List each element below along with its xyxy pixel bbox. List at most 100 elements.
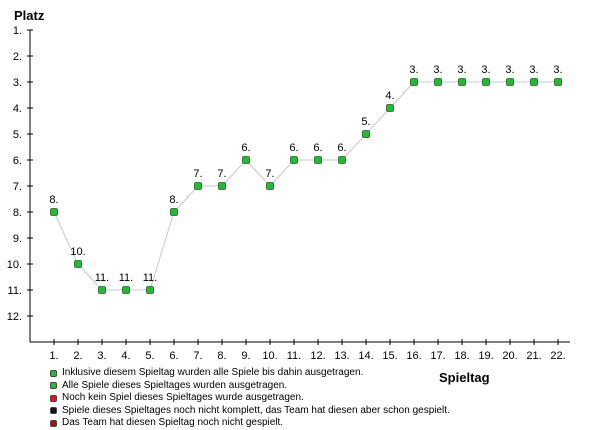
y-tick-label: 4. <box>13 103 22 115</box>
legend-item: Alle Spiele dieses Spieltages wurden aus… <box>50 380 450 393</box>
x-tick-label: 17. <box>430 350 445 362</box>
series-line-segment <box>53 211 79 265</box>
legend-marker-icon <box>50 369 57 377</box>
data-point <box>146 286 154 294</box>
data-label: 3. <box>481 64 490 76</box>
series-line-segment <box>269 159 295 187</box>
x-tick-label: 12. <box>310 350 325 362</box>
y-tick-label: 1. <box>13 25 22 37</box>
data-label: 3. <box>409 64 418 76</box>
x-tick-label: 11. <box>287 350 301 362</box>
x-tick-label: 5. <box>145 350 154 362</box>
data-point <box>314 156 322 164</box>
y-tick-label: 9. <box>13 233 22 245</box>
data-label: 4. <box>385 90 394 102</box>
data-point <box>194 182 202 190</box>
data-label: 10. <box>70 246 85 258</box>
data-label: 3. <box>529 64 538 76</box>
x-tick-label: 16. <box>406 350 421 362</box>
series-line-segment <box>77 263 103 291</box>
x-axis-title: Spieltag <box>439 370 490 385</box>
data-point <box>170 208 178 216</box>
data-point <box>386 104 394 112</box>
legend-marker-icon <box>50 407 57 415</box>
data-point <box>290 156 298 164</box>
data-point <box>506 78 514 86</box>
legend-text: Alle Spiele dieses Spieltages wurden aus… <box>62 379 288 391</box>
legend-item: Noch kein Spiel dieses Spieltages wurde … <box>50 392 450 405</box>
data-point <box>98 286 106 294</box>
y-tick-label: 10. <box>7 259 22 271</box>
data-points <box>50 78 562 294</box>
x-tick-label: 4. <box>121 350 130 362</box>
x-tick-label: 2. <box>73 350 82 362</box>
data-point <box>482 78 490 86</box>
data-point <box>266 182 274 190</box>
legend-text: Spiele dieses Spieltages noch nicht komp… <box>62 404 450 416</box>
y-axis-title: Platz <box>14 8 45 23</box>
legend-marker-icon <box>50 382 57 390</box>
data-point <box>50 208 58 216</box>
x-tick-label: 1. <box>49 350 58 362</box>
legend-item: Inklusive diesem Spieltag wurden alle Sp… <box>50 367 450 380</box>
data-point <box>530 78 538 86</box>
y-tick-label: 8. <box>13 207 22 219</box>
series-line-segment <box>341 133 367 161</box>
y-tick-label: 11. <box>8 285 22 297</box>
data-labels: 8. 10. 11. 11. 11. 8. 7. 7. 6. 7. 6. 6. 6. 5. 4. 3. 3. 3.… <box>49 64 562 284</box>
data-label: 11. <box>95 272 109 284</box>
series-line-segment <box>245 159 271 187</box>
data-label: 8. <box>49 194 58 206</box>
x-tick-label: 13. <box>334 350 349 362</box>
data-point <box>362 130 370 138</box>
x-tick-label: 14. <box>358 350 373 362</box>
data-point <box>122 286 130 294</box>
data-label: 7. <box>265 168 274 180</box>
legend-text: Noch kein Spiel dieses Spieltages wurde … <box>62 392 304 403</box>
x-tick-label: 7. <box>193 350 202 362</box>
series-line-group <box>53 81 558 291</box>
series-line-segment <box>221 159 247 187</box>
data-label: 6. <box>241 142 250 154</box>
series-line-segment <box>365 107 391 135</box>
data-label: 7. <box>193 168 202 180</box>
series-line-segment <box>149 211 175 291</box>
y-tick-label: 3. <box>13 77 22 89</box>
data-label: 3. <box>433 64 442 76</box>
data-point <box>74 260 82 268</box>
legend-item: Spiele dieses Spieltages noch nicht komp… <box>50 405 450 418</box>
data-label: 8. <box>169 194 178 206</box>
y-tick-label: 5. <box>13 129 22 141</box>
data-label: 11. <box>119 272 133 284</box>
legend-marker-icon <box>50 419 57 427</box>
data-label: 5. <box>361 116 370 128</box>
x-tick-label: 22. <box>550 350 565 362</box>
legend-marker-icon <box>50 394 57 402</box>
x-tick-label: 18. <box>454 350 469 362</box>
data-point <box>410 78 418 86</box>
y-tick-label: 2. <box>13 51 22 63</box>
series-line-segment <box>173 185 199 213</box>
data-label: 11. <box>143 272 157 284</box>
x-tick-label: 15. <box>382 350 397 362</box>
data-label: 6. <box>337 142 346 154</box>
y-tick-label: 6. <box>13 155 22 167</box>
x-tick-label: 20. <box>502 350 517 362</box>
legend: Inklusive diesem Spieltag wurden alle Sp… <box>50 367 450 430</box>
data-point <box>458 78 466 86</box>
x-ticks: 1. 2. 3. 4. 5. 6. 7. 8. 9. 10. 11. 12. 13. 14. 15. 16. 1… <box>49 339 566 362</box>
y-tick-label: 12. <box>7 311 22 323</box>
x-tick-label: 3. <box>97 350 106 362</box>
x-tick-label: 9. <box>241 350 250 362</box>
data-label: 6. <box>313 142 322 154</box>
data-point <box>242 156 250 164</box>
x-tick-label: 21. <box>526 350 541 362</box>
legend-text: Inklusive diesem Spieltag wurden alle Sp… <box>62 367 364 378</box>
y-ticks: 1. 2. 3. 4. 5. 6. 7. 8. 9. 10. 11. 12. <box>7 25 33 323</box>
data-point <box>338 156 346 164</box>
data-label: 3. <box>505 64 514 76</box>
x-tick-label: 6. <box>169 350 178 362</box>
legend-text: Das Team hat diesen Spieltag noch nicht … <box>62 417 284 428</box>
x-tick-label: 10. <box>262 350 277 362</box>
